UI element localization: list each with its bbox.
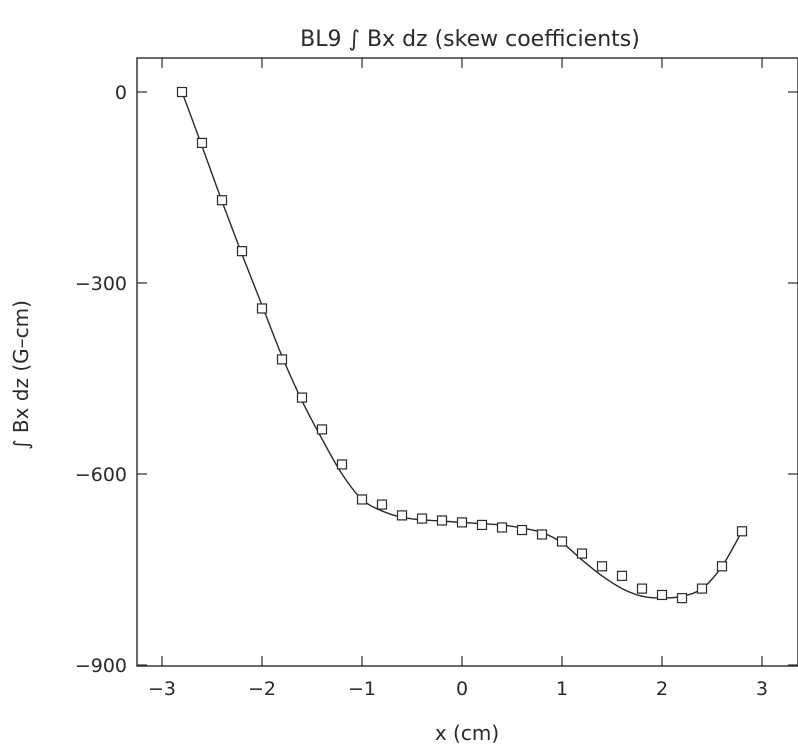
data-point [556,536,568,547]
data-point [696,583,708,594]
data-point [336,459,348,470]
data-point [656,589,668,601]
data-point [296,392,308,403]
y-tick-label: −900 [75,655,127,677]
x-tick-label: −1 [348,678,376,700]
x-tick-label: 0 [456,678,468,700]
data-point [636,583,648,594]
data-point [276,354,288,365]
y-tick-label: −600 [75,464,127,486]
data-point [456,517,468,528]
chart-title: BL9 ∫ Bx dz (skew coefficients) [300,27,640,52]
data-point [196,137,208,149]
data-point [736,526,748,537]
x-axis-label: x (cm) [435,721,499,745]
data-point [716,561,728,572]
x-tick-label: 3 [756,678,768,700]
data-point [216,195,228,206]
data-point [616,570,628,581]
y-tick-label: 0 [115,82,127,104]
data-point [536,529,548,540]
data-point [356,494,368,505]
x-tick-label: −3 [148,678,176,700]
data-point [376,499,388,510]
data-point [256,303,268,314]
data-point [236,246,248,257]
x-tick-label: 1 [556,678,568,700]
data-point [436,515,448,526]
data-point [476,519,488,531]
data-point [416,513,428,524]
y-tick-label: −300 [75,273,127,295]
plot-frame [136,57,798,667]
data-point [516,524,528,536]
data-point [316,424,328,435]
data-point [596,561,608,572]
tick-labels: −3 −2 −1 0 1 2 3 0 −300 −600 −900 [75,82,768,700]
data-point [576,548,588,559]
data-point [396,510,408,521]
data-points [176,86,748,604]
data-point [676,593,688,604]
y-axis-label: ∫ Bx dz (G–cm) [9,300,33,450]
axis-ticks [137,58,798,666]
x-tick-label: −2 [248,678,276,700]
x-tick-label: 2 [656,678,668,700]
data-point [176,86,188,98]
data-point [496,522,508,533]
